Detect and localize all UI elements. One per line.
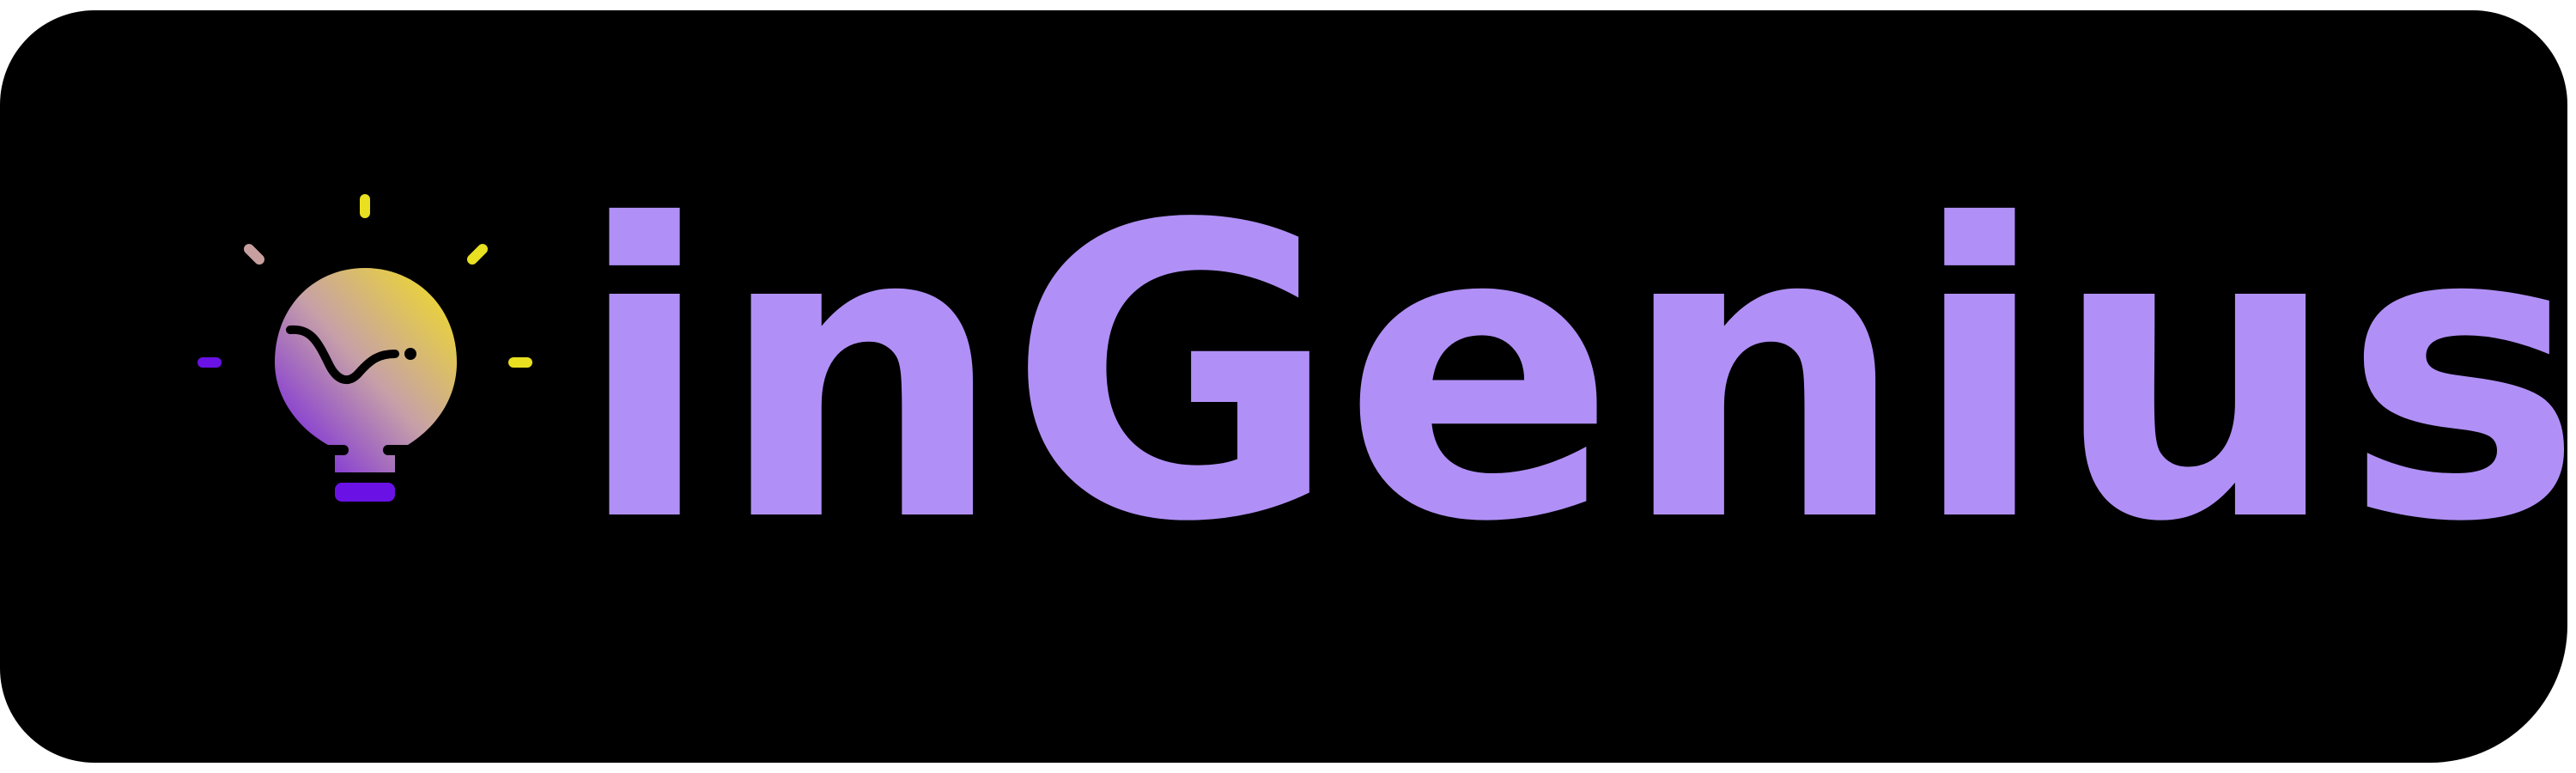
light-rays (197, 194, 532, 368)
lightbulb-icon (197, 194, 532, 502)
bulb-filament (286, 325, 399, 385)
logo-banner: inGenius X (0, 10, 2576, 763)
brand-name: inGenius (575, 140, 2576, 610)
brand-wordmark: inGenius X (575, 173, 2576, 577)
bulb-base (335, 483, 395, 502)
